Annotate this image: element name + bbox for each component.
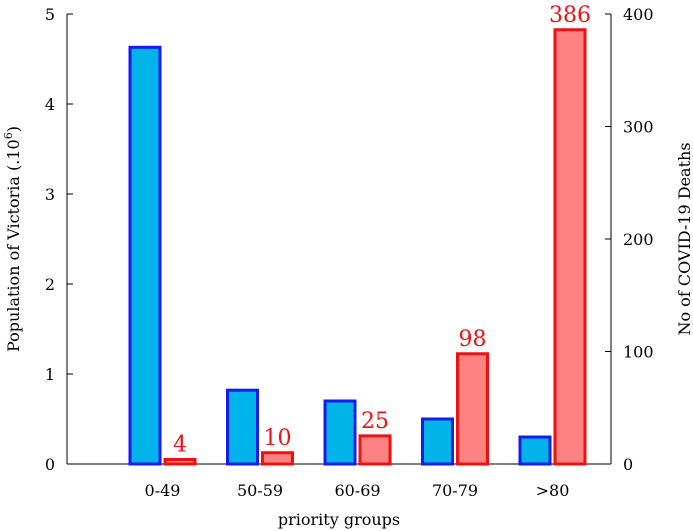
deaths-data-label: 25 [361,409,389,434]
x-tick-label: >80 [536,481,570,500]
left-tick-label: 5 [45,5,55,24]
left-tick-label: 4 [45,95,55,114]
population-bar [323,399,357,466]
deaths-data-label: 4 [173,433,187,458]
right-axis-ticks: 0 100 200 300 400 [605,5,654,474]
right-tick-label: 300 [623,118,654,137]
x-tick-label: 0-49 [145,481,181,500]
population-bar [518,435,552,466]
left-axis-ticks: 0 1 2 3 4 5 [45,5,73,474]
left-tick-label: 2 [45,275,55,294]
left-tick-label: 0 [45,455,55,474]
left-axis-title-exponent: 6 [2,132,15,139]
deaths-data-label: 386 [549,3,591,28]
population-bar [226,388,259,466]
population-bar [421,417,454,466]
left-tick-label: 3 [45,185,55,204]
deaths-data-label: 10 [264,426,292,451]
x-tick-label: 60-69 [334,481,380,500]
deaths-bar [261,451,294,466]
x-axis-ticks: 0-49 50-59 60-69 70-79 >80 [145,481,570,500]
right-tick-label: 0 [623,455,633,474]
deaths-bar [358,434,392,466]
data-labels-layer: 4 10 25 98 386 [173,3,591,458]
right-tick-label: 200 [623,230,654,249]
deaths-bar [553,28,587,466]
x-tick-label: 50-59 [237,481,283,500]
right-tick-label: 400 [623,5,654,24]
right-axis-title: No of COVID-19 Deaths [675,142,693,335]
deaths-bar [163,458,197,466]
deaths-bar [456,352,489,466]
left-tick-label: 1 [45,365,55,384]
x-tick-label: 70-79 [432,481,478,500]
bars-layer [128,28,587,466]
deaths-data-label: 98 [459,327,487,352]
left-axis-title: Population of Victoria (.106) [2,126,23,352]
left-axis-title-prefix: Population of Victoria (.10 [4,139,23,352]
x-axis-title: priority groups [278,510,400,529]
right-tick-label: 100 [623,343,654,362]
population-bar [128,45,162,466]
left-axis-title-suffix: ) [4,126,23,132]
